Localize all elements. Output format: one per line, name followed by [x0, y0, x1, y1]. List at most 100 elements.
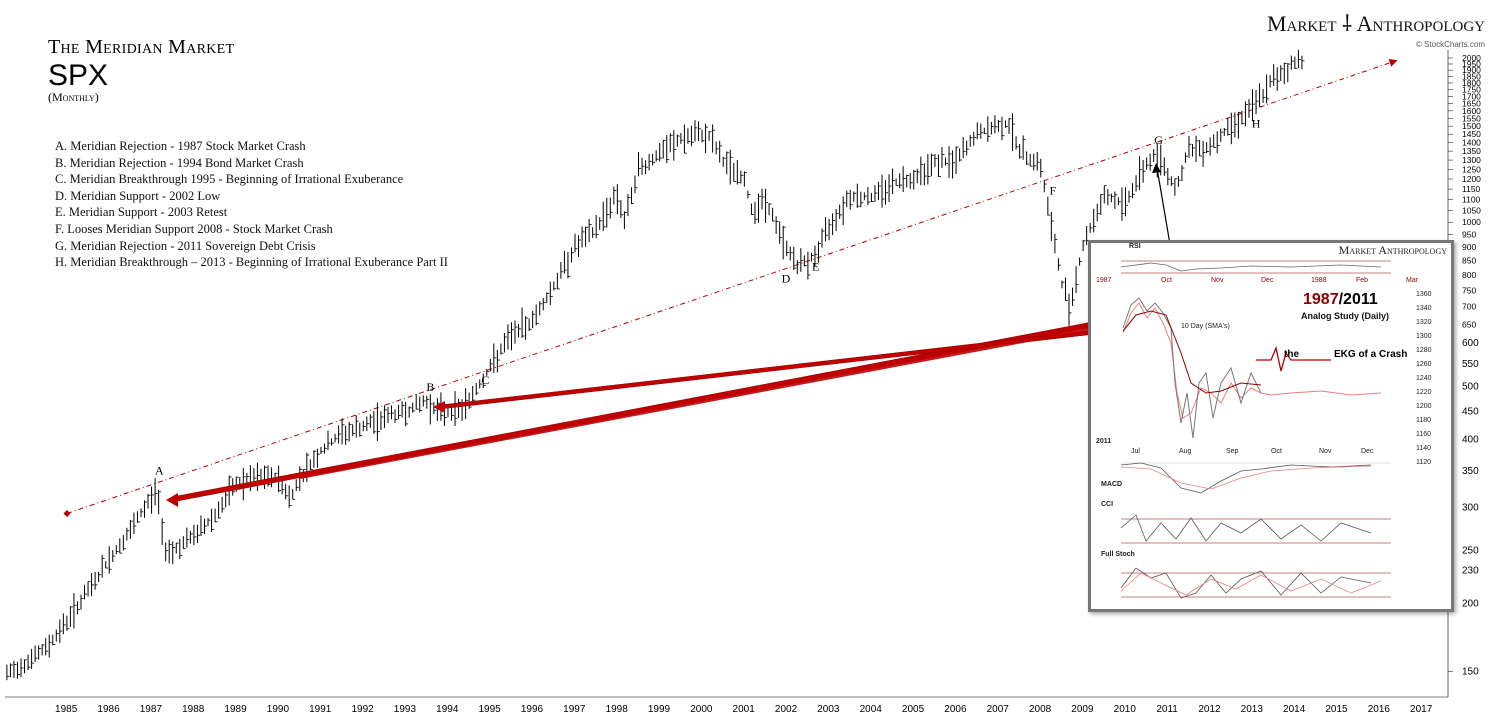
- y-tick-label: 950: [1462, 229, 1476, 239]
- annotation-b: B: [426, 380, 434, 394]
- y-tick-label: 1050: [1462, 206, 1481, 216]
- inset-axis-label: 1240: [1416, 375, 1432, 382]
- legend-item: C. Meridian Breakthrough 1995 - Beginnin…: [55, 172, 404, 187]
- y-tick-label: 1700: [1462, 92, 1481, 102]
- x-tick-label: 2014: [1283, 704, 1306, 715]
- inset-ekg-left: the: [1284, 349, 1299, 360]
- annotation-legend: A. Meridian Rejection - 1987 Stock Marke…: [55, 138, 448, 271]
- x-tick-label: 2012: [1198, 704, 1221, 715]
- source-credit: © StockCharts.com: [1415, 40, 1485, 49]
- chart-symbol: SPX: [48, 59, 109, 92]
- x-tick-label: 1995: [478, 704, 501, 715]
- inset-pointer-head: [1152, 163, 1161, 173]
- y-tick-label: 500: [1462, 381, 1479, 392]
- y-tick-label: 1100: [1462, 195, 1481, 205]
- y-tick-label: 1750: [1462, 85, 1481, 95]
- y-tick-label: 1950: [1462, 59, 1481, 69]
- legend-item: H. Meridian Breakthrough – 2013 - Beginn…: [55, 255, 448, 270]
- inset-month-1987: Dec: [1261, 277, 1274, 284]
- inset-cci: [1120, 514, 1372, 542]
- annotation-d: D: [782, 272, 791, 286]
- x-tick-label: 2011: [1156, 704, 1178, 715]
- x-tick-label: 2004: [860, 704, 883, 715]
- chart-title: The Meridian Market: [48, 36, 235, 58]
- annotation-a: A: [155, 463, 164, 477]
- y-tick-label: 1450: [1462, 129, 1481, 139]
- inset-axis-label: 1280: [1416, 347, 1432, 354]
- inset-month-1987: Feb: [1356, 277, 1369, 284]
- inset-axis-label: 1200: [1416, 403, 1432, 410]
- y-tick-label: 1900: [1462, 65, 1481, 75]
- x-tick-label: 1999: [648, 704, 671, 715]
- x-tick-label: 2009: [1071, 704, 1094, 715]
- x-tick-label: 2000: [690, 704, 713, 715]
- inset-year-1987: 1987: [1096, 277, 1112, 284]
- inset-sma: [1122, 310, 1262, 394]
- inset-panel-label: Full Stoch: [1101, 551, 1135, 558]
- inset-chart: [1120, 260, 1391, 599]
- inset-ekg: [1256, 345, 1331, 372]
- y-tick-label: 150: [1462, 667, 1479, 678]
- y-tick-label: 1300: [1462, 155, 1481, 165]
- x-tick-label: 1987: [140, 704, 163, 715]
- inset-axis-label: 1340: [1416, 305, 1432, 312]
- y-tick-label: 900: [1462, 242, 1476, 252]
- inset-month-1987: Oct: [1161, 277, 1172, 284]
- annotation-g: G: [1154, 133, 1163, 147]
- x-tick-label: 2008: [1029, 704, 1052, 715]
- y-tick-label: 750: [1462, 285, 1476, 295]
- inset-axis-label: 1300: [1416, 333, 1432, 340]
- x-tick-label: 1992: [351, 704, 374, 715]
- meridian-trendline: [66, 62, 1391, 514]
- red-arrows: [166, 163, 1173, 507]
- legend-item: F. Looses Meridian Support 2008 - Stock …: [55, 221, 333, 236]
- annotation-e: E: [812, 260, 819, 274]
- analog-inset: Market Anthropology 1987/2011 Analog Stu…: [1088, 240, 1454, 612]
- y-tick-label: 1400: [1462, 137, 1481, 147]
- arrow-a-head: [166, 493, 178, 507]
- inset-2011-price: [1122, 297, 1262, 439]
- x-tick-label: 2007: [987, 704, 1010, 715]
- x-tick-label: 1993: [394, 704, 417, 715]
- inset-month-1987: Mar: [1406, 277, 1419, 284]
- y-tick-label: 550: [1462, 359, 1479, 370]
- y-tick-label: 250: [1462, 546, 1479, 557]
- x-tick-label: 2017: [1410, 704, 1433, 715]
- inset-month-2011: Dec: [1361, 448, 1374, 455]
- y-tick-label: 200: [1462, 599, 1479, 610]
- inset-axis-label: 1120: [1416, 459, 1432, 466]
- x-axis: 1985 1986 1987 1988 1989 1990 1991 1992 1993 1994…: [5, 696, 1448, 715]
- x-tick-label: 2003: [817, 704, 840, 715]
- x-tick-label: 2001: [733, 704, 756, 715]
- inset-stoch: [1120, 567, 1372, 599]
- x-tick-label: 2010: [1114, 704, 1137, 715]
- x-tick-label: 1990: [267, 704, 290, 715]
- inset-month-2011: Aug: [1179, 448, 1192, 455]
- y-tick-label: 2000: [1462, 53, 1481, 63]
- legend-item: D. Meridian Support - 2002 Low: [55, 188, 221, 203]
- inset-macd: [1120, 462, 1372, 494]
- y-tick-label: 850: [1462, 256, 1476, 266]
- meridian-arrowhead: [1388, 58, 1398, 67]
- y-tick-label: 1000: [1462, 217, 1481, 227]
- x-tick-label: 2016: [1368, 704, 1391, 715]
- legend-item: E. Meridian Support - 2003 Retest: [55, 205, 228, 220]
- inset-subtitle: Analog Study (Daily): [1301, 311, 1390, 321]
- inset-month-1987: Nov: [1211, 277, 1224, 284]
- annotation-h: H: [1252, 117, 1261, 131]
- inset-axis-label: 1260: [1416, 361, 1432, 368]
- arrow-b-body: [439, 327, 1114, 410]
- y-tick-label: 300: [1462, 502, 1479, 513]
- y-tick-label: 650: [1462, 319, 1476, 329]
- y-tick-label: 1250: [1462, 164, 1481, 174]
- x-tick-label: 1986: [97, 704, 120, 715]
- inset-panel-label: RSI: [1129, 243, 1141, 250]
- y-tick-label: 1850: [1462, 71, 1481, 81]
- annotation-f: F: [1049, 183, 1056, 197]
- inset-month-2011: Oct: [1271, 448, 1282, 455]
- inset-axis-label: 1160: [1416, 431, 1432, 438]
- y-tick-label: 1350: [1462, 146, 1481, 156]
- legend-item: B. Meridian Rejection - 1994 Bond Market…: [55, 155, 304, 170]
- y-tick-label: 230: [1462, 565, 1479, 576]
